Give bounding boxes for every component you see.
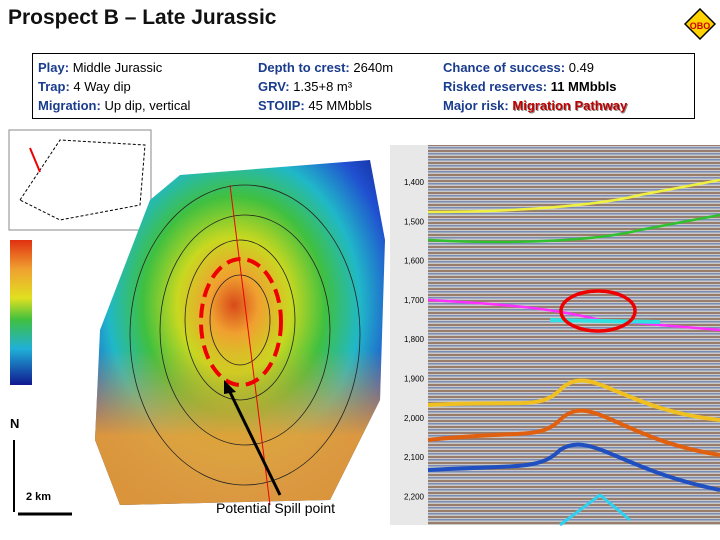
logo: OBO [684, 8, 716, 40]
info-label: Chance of success: [443, 60, 566, 75]
time-label: 1,500 [404, 217, 425, 226]
depth-map [95, 160, 385, 505]
arrow-head [224, 380, 236, 394]
color-bar [10, 240, 32, 385]
info-value: 2640m [353, 60, 394, 75]
info-value: Middle Jurassic [72, 60, 163, 75]
inset-map [8, 129, 152, 231]
spill-arrow [226, 387, 282, 496]
info-label: Play: [38, 60, 70, 75]
info-value: Up dip, vertical [104, 98, 191, 113]
info-label: Major risk: [443, 98, 509, 113]
logo-diamond [684, 8, 716, 40]
info-label: Trap: [38, 79, 70, 94]
time-label: 1,700 [404, 296, 425, 305]
seismic-section [428, 145, 720, 525]
info-item: Depth to crest: 2640m [258, 60, 393, 75]
info-label: GRV: [258, 79, 290, 94]
info-value: Migration Pathway [512, 98, 628, 113]
info-label: Risked reserves: [443, 79, 548, 94]
info-item: GRV: 1.35+8 m³ [258, 79, 352, 94]
title: Prospect B – Late Jurassic [8, 6, 277, 29]
section-line [229, 184, 271, 506]
seismic-prospect [559, 289, 637, 333]
info-item: Migration: Up dip, vertical [38, 98, 190, 113]
info-value: 1.35+8 m³ [293, 79, 353, 94]
inset-line [29, 147, 41, 173]
time-axis: 1,400 1,500 1,600 1,700 1,800 1,900 2,000 2,100… [404, 178, 425, 501]
info-item: Risked reserves: 11 MMbbls [443, 79, 616, 94]
info-value: 0.49 [568, 60, 595, 75]
info-item: Major risk: Migration Pathway [443, 98, 627, 113]
time-label: 1,600 [404, 257, 425, 266]
time-label: 2,100 [404, 453, 425, 462]
spill-label: Potential Spill point [216, 500, 335, 516]
inset-outline [19, 139, 146, 221]
depth-map-shade [95, 160, 385, 505]
info-value: 4 Way dip [73, 79, 131, 94]
info-item: Play: Middle Jurassic [38, 60, 162, 75]
north-label: N [10, 416, 19, 431]
logo-text: OBO [690, 21, 711, 31]
seismic-panel [390, 145, 720, 525]
info-label: STOIIP: [258, 98, 305, 113]
time-label: 1,800 [404, 335, 425, 344]
info-label: Migration: [38, 98, 101, 113]
info-value: 45 MMbbls [308, 98, 372, 113]
info-item: Trap: 4 Way dip [38, 79, 131, 94]
time-label: 2,000 [404, 414, 425, 423]
info-item: STOIIP: 45 MMbbls [258, 98, 372, 113]
info-box: Play: Middle Jurassic Depth to crest: 264… [32, 53, 695, 119]
info-item: Chance of success: 0.49 [443, 60, 594, 75]
time-label: 1,900 [404, 375, 425, 384]
time-label: 1,400 [404, 178, 425, 187]
scale-label: 2 km [26, 491, 51, 503]
horizons [427, 178, 720, 527]
prospect-outline [199, 257, 283, 387]
info-label: Depth to crest: [258, 60, 350, 75]
time-label: 2,200 [404, 492, 425, 501]
info-value: 11 MMbbls [550, 79, 617, 94]
contours [129, 184, 361, 486]
